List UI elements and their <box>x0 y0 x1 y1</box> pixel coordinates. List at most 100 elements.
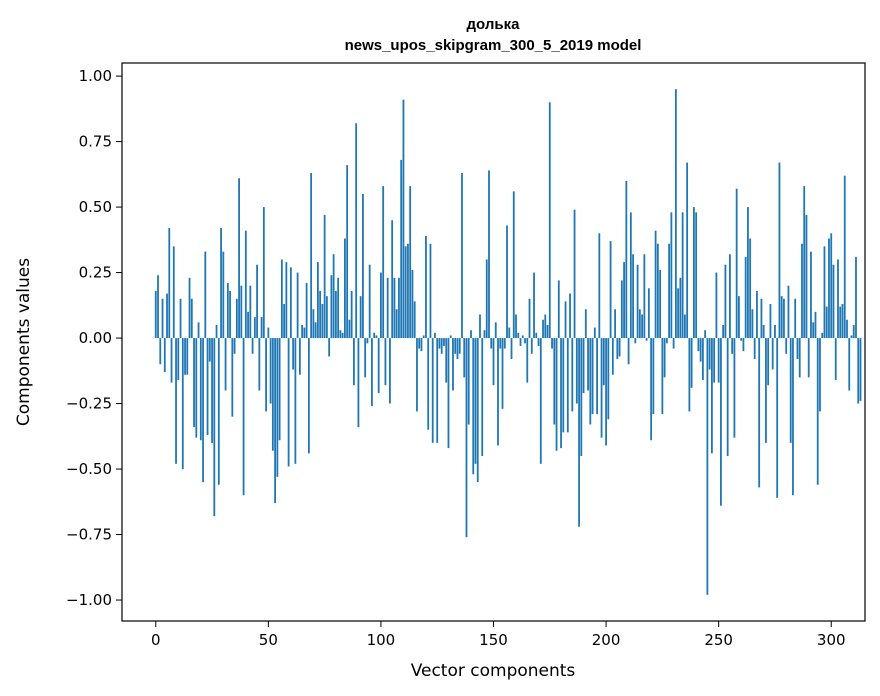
bar-168 <box>533 272 535 339</box>
bar-274 <box>771 338 774 370</box>
bar-247 <box>711 338 713 454</box>
bar-214 <box>636 264 639 339</box>
bar-270 <box>762 324 765 339</box>
bar-61 <box>292 338 295 370</box>
bar-108 <box>398 277 400 339</box>
bar-283 <box>792 338 794 496</box>
bar-294 <box>816 338 819 485</box>
bar-210 <box>627 338 630 365</box>
bar-37 <box>238 178 240 339</box>
bar-248 <box>713 338 716 383</box>
bar-183 <box>566 338 569 433</box>
bar-156 <box>506 225 508 339</box>
bar-125 <box>436 338 439 443</box>
bar-298 <box>825 306 828 339</box>
x-tick-label: 0 <box>151 631 161 649</box>
bar-39 <box>242 338 245 496</box>
bar-54 <box>276 338 279 477</box>
bar-97 <box>373 332 376 339</box>
bar-268 <box>758 338 761 488</box>
bar-105 <box>391 220 394 339</box>
bar-57 <box>283 304 286 339</box>
bar-252 <box>722 324 725 339</box>
bar-265 <box>751 309 754 339</box>
bar-19 <box>197 322 200 339</box>
bar-139 <box>467 338 470 425</box>
bar-66 <box>303 327 306 339</box>
bar-208 <box>623 262 625 339</box>
bar-122 <box>429 243 432 339</box>
x-axis-label: Vector components <box>411 661 576 681</box>
bar-11 <box>179 298 182 339</box>
bar-99 <box>377 338 380 394</box>
bar-288 <box>803 186 806 339</box>
bar-33 <box>229 290 231 339</box>
bar-181 <box>562 338 565 433</box>
bar-50 <box>267 327 270 339</box>
bar-243 <box>701 338 704 380</box>
x-tick-label: 150 <box>479 631 508 649</box>
bar-313 <box>859 338 862 401</box>
bar-152 <box>497 338 499 446</box>
bar-42 <box>249 285 252 339</box>
bar-200 <box>605 338 607 446</box>
bar-163 <box>521 335 524 339</box>
y-tick-label: 0.75 <box>79 133 112 151</box>
bar-118 <box>420 338 423 352</box>
bar-52 <box>271 338 274 451</box>
bar-71 <box>314 322 317 339</box>
bar-254 <box>726 338 729 456</box>
bar-267 <box>756 290 758 339</box>
bar-249 <box>715 272 718 339</box>
bar-246 <box>708 338 711 370</box>
bar-279 <box>783 298 785 339</box>
y-tick-label: −0.50 <box>66 460 112 478</box>
bar-25 <box>211 338 213 443</box>
bar-306 <box>843 175 846 339</box>
bar-102 <box>384 338 387 386</box>
bar-187 <box>575 338 578 404</box>
bar-275 <box>774 324 776 339</box>
bar-157 <box>508 327 511 339</box>
bar-236 <box>686 162 689 339</box>
bar-88 <box>353 338 355 386</box>
bar-9 <box>175 338 177 464</box>
bar-107 <box>395 309 398 339</box>
bar-2 <box>159 338 162 365</box>
bar-289 <box>805 214 808 339</box>
bar-304 <box>839 306 842 339</box>
bar-138 <box>465 338 468 538</box>
bar-47 <box>260 317 263 339</box>
bar-53 <box>274 338 276 504</box>
bar-116 <box>416 338 418 412</box>
bar-49 <box>265 338 267 412</box>
bar-100 <box>380 272 382 339</box>
bar-109 <box>400 159 403 339</box>
bar-20 <box>199 338 202 441</box>
bar-95 <box>368 264 371 339</box>
bar-110 <box>402 99 405 339</box>
bar-207 <box>620 280 623 339</box>
bar-203 <box>611 338 614 375</box>
bar-250 <box>717 338 720 383</box>
bar-310 <box>852 324 855 339</box>
bar-282 <box>789 338 792 443</box>
bar-237 <box>688 338 691 412</box>
bar-56 <box>280 259 283 339</box>
y-tick-label: 1.00 <box>79 67 112 85</box>
bar-189 <box>580 338 583 456</box>
x-tick-label: 300 <box>817 631 846 649</box>
x-tick-label: 250 <box>704 631 733 649</box>
bar-230 <box>672 338 675 349</box>
bar-135 <box>458 338 461 354</box>
bar-179 <box>557 280 560 339</box>
bar-173 <box>544 314 547 339</box>
bar-159 <box>512 191 515 339</box>
bar-94 <box>366 338 369 344</box>
bar-191 <box>584 309 587 339</box>
bar-262 <box>744 256 747 339</box>
bar-273 <box>769 304 772 339</box>
bar-253 <box>724 264 727 339</box>
bar-290 <box>807 338 810 378</box>
bar-70 <box>312 309 315 339</box>
